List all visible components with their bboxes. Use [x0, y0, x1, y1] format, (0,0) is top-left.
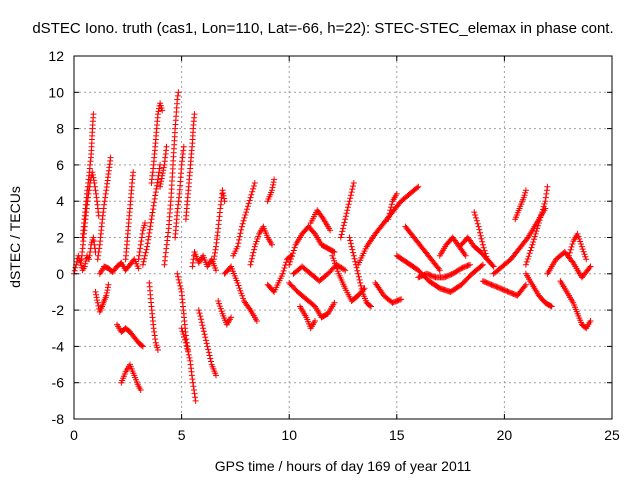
- data-point-trace: [393, 252, 486, 295]
- data-point-trace: [490, 205, 549, 277]
- data-point-trace: [221, 263, 260, 324]
- data-point-trace: [146, 279, 161, 353]
- data-point-trace: [189, 249, 219, 274]
- data-point-trace: [355, 183, 422, 268]
- y-axis-label: dSTEC / TECUs: [7, 186, 23, 288]
- data-point-trace: [114, 321, 146, 350]
- grid: [74, 56, 612, 419]
- y-tick-label: 2: [56, 230, 64, 246]
- data-point-trace: [247, 223, 275, 268]
- data-point-trace: [290, 261, 349, 285]
- data-point-trace: [297, 303, 318, 332]
- y-tick-label: -4: [52, 338, 65, 354]
- chart-title: dSTEC Iono. truth (cas1, Lon=110, Lat=-6…: [32, 20, 613, 37]
- data-point-trace: [161, 89, 182, 268]
- y-tick-label: -8: [52, 411, 65, 427]
- data-point-trace: [264, 252, 295, 295]
- y-tick-label: 6: [56, 157, 64, 173]
- data-point-trace: [94, 154, 114, 263]
- data-point-trace: [118, 361, 144, 393]
- data-point-trace: [172, 143, 187, 241]
- y-tick-label: 10: [48, 84, 64, 100]
- data-point-trace: [337, 180, 357, 241]
- data-point-trace: [544, 249, 594, 281]
- data-point-trace: [286, 279, 338, 321]
- data-point-trace: [178, 325, 199, 404]
- data-point-trace: [522, 270, 555, 310]
- y-tick-label: 0: [56, 266, 64, 282]
- data-point-trace: [557, 278, 594, 332]
- data-point-trace: [307, 207, 334, 234]
- data-point-trace: [122, 169, 137, 263]
- data-point-trace: [385, 190, 400, 223]
- data-point-trace: [402, 223, 443, 274]
- data-point-trace: [230, 180, 258, 259]
- x-tick-label: 10: [281, 427, 297, 443]
- y-tick-label: -6: [52, 375, 65, 391]
- x-tick-label: 0: [70, 427, 78, 443]
- data-point-trace: [148, 100, 166, 186]
- data-point-trace: [182, 111, 198, 223]
- data-point-trace: [264, 176, 278, 205]
- data-point-trace: [210, 187, 228, 263]
- data-point-trace: [566, 230, 590, 263]
- x-tick-label: 25: [604, 427, 620, 443]
- data-point-trace: [79, 111, 97, 241]
- data-point-trace: [512, 187, 529, 223]
- data-point-trace: [522, 183, 551, 268]
- data-point-trace: [92, 281, 112, 315]
- data-point-trace: [415, 261, 473, 281]
- y-tick-label: 8: [56, 121, 64, 137]
- data-point-trace: [479, 278, 529, 299]
- data-points: [71, 89, 594, 404]
- axis-ticks: 0 5 10 15 20 25 -8 -6 -4 -2 0 2 4 6 8 10 12: [48, 48, 620, 443]
- data-point-trace: [436, 234, 469, 259]
- data-point-trace: [157, 143, 170, 190]
- x-tick-label: 5: [178, 427, 186, 443]
- data-point-trace: [215, 298, 235, 328]
- data-point-trace: [174, 270, 192, 353]
- x-axis-label: GPS time / hours of day 169 of year 2011: [215, 458, 472, 474]
- data-point-trace: [96, 256, 142, 277]
- data-point-trace: [139, 161, 164, 268]
- data-point-trace: [372, 279, 405, 306]
- y-tick-label: -2: [52, 302, 65, 318]
- data-point-trace: [286, 223, 338, 268]
- data-point-trace: [471, 209, 491, 263]
- y-tick-label: 12: [48, 48, 64, 64]
- y-tick-label: 4: [56, 193, 64, 209]
- data-point-trace: [195, 307, 219, 379]
- x-tick-label: 15: [389, 427, 405, 443]
- data-point-trace: [135, 220, 148, 263]
- x-tick-label: 20: [497, 427, 513, 443]
